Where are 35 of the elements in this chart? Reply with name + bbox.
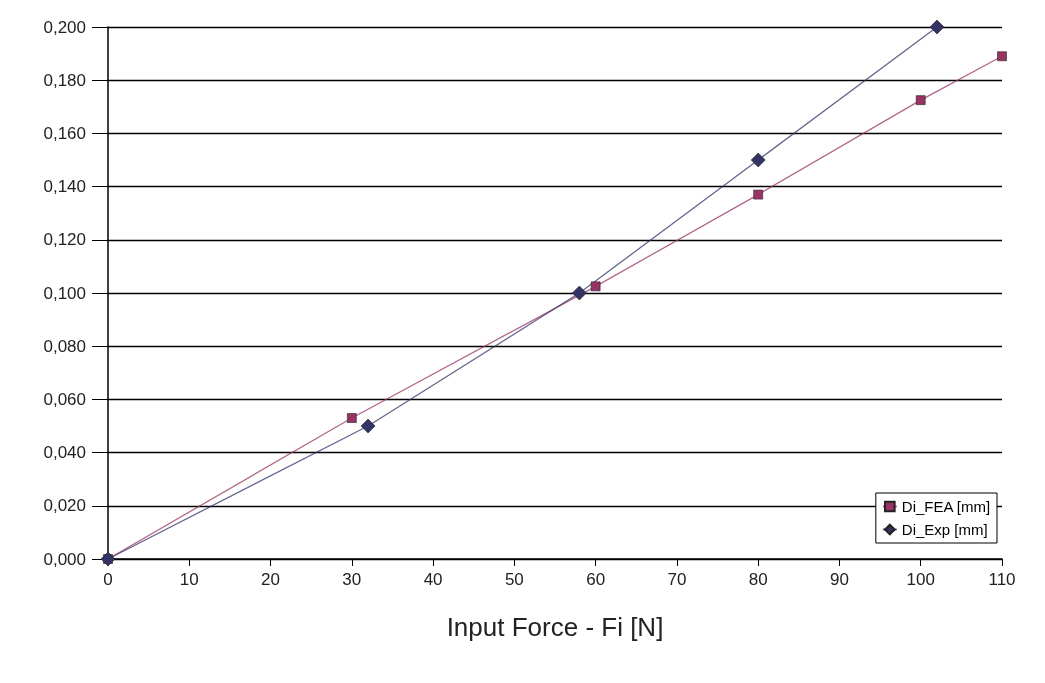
legend-label: Di_Exp [mm] (901, 521, 988, 538)
point (347, 413, 357, 423)
x-tick-label: 100 (906, 570, 935, 589)
point (360, 418, 376, 434)
point (929, 19, 945, 35)
y-tick-label: 0,200 (43, 17, 86, 37)
x-tick-label: 10 (179, 570, 199, 589)
x-tick-label: 60 (586, 570, 606, 589)
x-tick-label: 20 (261, 570, 281, 589)
point (915, 95, 926, 105)
x-tick-label: 30 (342, 570, 362, 589)
x-tick-label: 40 (423, 570, 443, 589)
y-tick-label: 0,180 (43, 70, 86, 90)
x-tick-label: 80 (748, 570, 768, 589)
x-tick-label: 110 (988, 570, 1016, 589)
legend-label: Di_FEA [mm] (901, 498, 991, 515)
y-tick-label: 0,080 (43, 336, 86, 356)
x-axis-title: Input Force - Fi [N] (446, 612, 664, 642)
y-tick-label: 0,140 (43, 177, 86, 197)
x-tick-label: 0 (103, 570, 113, 589)
point (750, 152, 766, 168)
y-tick-label: 0,100 (43, 283, 86, 303)
y-tick-label: 0,000 (43, 549, 86, 569)
y-tick-label: 0,160 (43, 123, 86, 143)
x-tick-label: 90 (829, 570, 849, 589)
point (572, 285, 587, 301)
point (590, 281, 601, 292)
point (997, 51, 1007, 62)
y-tick-label: 0,120 (43, 230, 86, 250)
y-tick-label: 0,060 (43, 389, 86, 409)
x-tick-label: 70 (667, 570, 687, 589)
x-tick-label: 50 (504, 570, 524, 589)
y-tick-label: 0,040 (43, 443, 86, 463)
point (753, 189, 763, 200)
y-tick-label: 0,020 (43, 496, 86, 516)
